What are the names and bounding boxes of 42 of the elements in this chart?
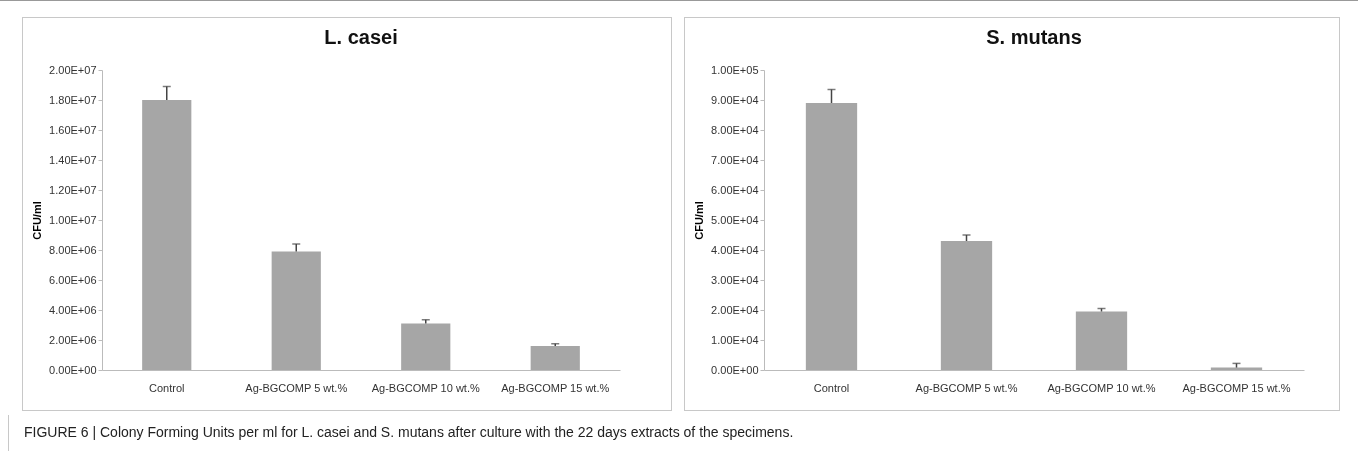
y-tick-label: 7.00E+04 (711, 153, 759, 166)
bar (530, 346, 580, 370)
bar (142, 100, 192, 370)
chart-title: L. casei (324, 26, 398, 48)
bar (1075, 311, 1128, 370)
y-axis-title: CFU/ml (31, 201, 44, 240)
y-tick-label: 0.00E+00 (711, 363, 759, 376)
x-tick-label: Ag-BGCOMP 15 wt.% (1182, 381, 1291, 394)
x-tick-label: Ag-BGCOMP 5 wt.% (915, 381, 1018, 394)
x-tick-label: Ag-BGCOMP 10 wt.% (371, 381, 480, 394)
y-tick-label: 6.00E+04 (711, 183, 759, 196)
y-tick-label: 8.00E+06 (49, 243, 97, 256)
x-tick-label: Ag-BGCOMP 5 wt.% (245, 381, 348, 394)
y-tick-label: 1.00E+07 (49, 213, 97, 226)
y-tick-label: 4.00E+04 (711, 243, 759, 256)
y-tick-label: 1.00E+05 (711, 63, 759, 76)
y-tick-label: 1.40E+07 (49, 153, 97, 166)
y-tick-label: 2.00E+04 (711, 303, 759, 316)
y-tick-label: 1.00E+04 (711, 333, 759, 346)
y-tick-label: 1.80E+07 (49, 93, 97, 106)
x-tick-label: Control (149, 381, 185, 394)
y-tick-label: 6.00E+06 (49, 273, 97, 286)
caption: FIGURE 6 | Colony Forming Units per ml for L. casei and S. mutans after culture with the 22 days extracts of the specimens. (24, 424, 794, 440)
bar (271, 251, 321, 370)
bar (805, 103, 858, 370)
x-tick-label: Ag-BGCOMP 15 wt.% (501, 381, 610, 394)
y-tick-label: 0.00E+00 (49, 363, 97, 376)
bar (940, 241, 993, 370)
y-tick-label: 3.00E+04 (711, 273, 759, 286)
y-tick-label: 9.00E+04 (711, 93, 759, 106)
x-tick-label: Control (813, 381, 850, 394)
chart-title: S. mutans (986, 26, 1082, 48)
bar (401, 323, 451, 370)
y-tick-label: 1.60E+07 (49, 123, 97, 136)
y-tick-label: 2.00E+06 (49, 333, 97, 346)
y-tick-label: 2.00E+07 (49, 63, 97, 76)
y-tick-label: 8.00E+04 (711, 123, 759, 136)
y-tick-label: 1.20E+07 (49, 183, 97, 196)
y-tick-label: 4.00E+06 (49, 303, 97, 316)
y-axis-title: CFU/ml (693, 201, 706, 240)
x-tick-label: Ag-BGCOMP 10 wt.% (1047, 381, 1156, 394)
y-tick-label: 5.00E+04 (711, 213, 759, 226)
